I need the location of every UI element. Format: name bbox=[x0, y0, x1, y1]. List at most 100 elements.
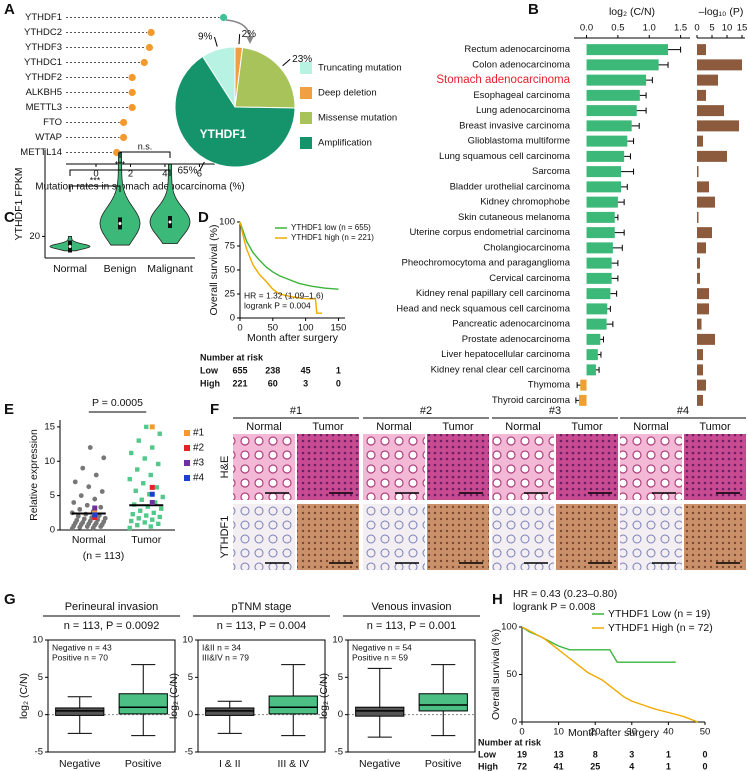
x-tick-label: 0.5 bbox=[611, 23, 624, 34]
y-tick-label: 100 bbox=[501, 622, 517, 633]
point bbox=[135, 522, 140, 528]
category-label: Thyroid carcinoma bbox=[492, 395, 571, 406]
x-axis-label: log₂ (C/N) bbox=[609, 6, 655, 18]
tissue-image bbox=[556, 434, 618, 500]
point bbox=[130, 511, 135, 517]
highlight-point bbox=[149, 424, 155, 430]
x-tick-label: 50 bbox=[268, 323, 279, 334]
x-tick-label: 30 bbox=[627, 727, 638, 738]
bar bbox=[697, 166, 699, 178]
annotation: Negative n = 54 bbox=[352, 642, 412, 652]
point bbox=[98, 504, 104, 510]
gene-label: WTAP bbox=[35, 132, 62, 143]
dot bbox=[119, 118, 128, 127]
point bbox=[156, 521, 161, 527]
x-tick-label: Normal bbox=[72, 534, 106, 546]
gene-label: FTO bbox=[43, 117, 62, 128]
bar bbox=[697, 105, 724, 117]
bar bbox=[586, 318, 607, 330]
category-label: Colon adenocarcinoma bbox=[472, 59, 570, 70]
y-tick-label: 0 bbox=[38, 709, 43, 720]
risk-value: 1 bbox=[666, 761, 671, 771]
point bbox=[99, 489, 105, 494]
annotation: Positive n = 70 bbox=[52, 652, 108, 662]
point bbox=[75, 513, 81, 519]
bar bbox=[580, 379, 587, 391]
point bbox=[151, 510, 156, 516]
highlight-point bbox=[149, 500, 155, 505]
gene-label: YTHDC2 bbox=[24, 27, 62, 38]
category-label: Glioblastoma multiforme bbox=[468, 136, 570, 147]
legend-label: Missense mutation bbox=[318, 113, 397, 124]
x-axis-label: –log₁₀ (P) bbox=[699, 6, 744, 18]
significance: *** bbox=[115, 159, 126, 169]
bar bbox=[697, 364, 703, 376]
y-tick-label: 0 bbox=[230, 313, 235, 324]
category-label: Pancreatic adenocarcinoma bbox=[452, 319, 570, 330]
point bbox=[148, 524, 153, 529]
point bbox=[133, 488, 138, 494]
bar bbox=[697, 196, 715, 208]
bar bbox=[697, 379, 706, 391]
legend-swatch bbox=[300, 137, 312, 149]
point bbox=[141, 481, 146, 486]
legend-swatch bbox=[184, 460, 190, 466]
x-tick-label: III & IV bbox=[277, 758, 309, 770]
column-label: Tumor bbox=[312, 421, 344, 433]
y-tick-label: 5 bbox=[338, 672, 343, 683]
dot bbox=[128, 73, 136, 82]
x-tick-label: 15 bbox=[737, 23, 748, 34]
bar bbox=[586, 105, 637, 117]
point bbox=[136, 516, 141, 521]
point bbox=[147, 492, 152, 497]
risk-value: 221 bbox=[232, 378, 247, 388]
bracket bbox=[69, 169, 171, 176]
legend-swatch bbox=[300, 112, 312, 124]
x-tick-label: Negative bbox=[359, 758, 401, 770]
category-label: Bladder urothelial carcinoma bbox=[450, 181, 571, 192]
leader bbox=[199, 161, 205, 172]
case-label: #1 bbox=[290, 405, 302, 417]
legend-label: YTHDF1 low (n = 655) bbox=[291, 223, 371, 232]
legend-label: #2 bbox=[193, 443, 205, 454]
leader bbox=[238, 34, 241, 45]
point bbox=[86, 484, 92, 490]
legend-label: #4 bbox=[193, 473, 205, 484]
y-tick-label: 5 bbox=[38, 672, 43, 683]
panel-subtitle: n = 113, P = 0.001 bbox=[367, 620, 457, 632]
panel-title: Venous invasion bbox=[371, 601, 451, 613]
bar bbox=[586, 272, 612, 284]
point bbox=[127, 476, 132, 482]
bar bbox=[586, 333, 601, 345]
survival-line bbox=[239, 221, 339, 290]
risk-value: 72 bbox=[517, 761, 527, 771]
gene-label: YTHDC1 bbox=[24, 57, 62, 68]
annotation: HR = 1.32 (1.09–1.6) bbox=[244, 290, 324, 300]
bar bbox=[586, 44, 669, 56]
row-label: YTHDF1 bbox=[219, 516, 231, 559]
annotation: Negative n = 43 bbox=[52, 642, 112, 652]
tissue-image bbox=[363, 504, 425, 570]
x-axis-label: Mutation rates in stomach adenocarcinoma… bbox=[35, 182, 245, 193]
gene-label: METTL14 bbox=[20, 147, 62, 158]
point bbox=[92, 496, 98, 502]
legend-swatch bbox=[184, 475, 190, 481]
point bbox=[93, 472, 99, 478]
risk-value: 13 bbox=[554, 749, 564, 759]
tissue-image bbox=[492, 434, 554, 500]
median-dot bbox=[168, 220, 172, 224]
y-axis-label: log₂ (C/N) bbox=[18, 673, 30, 719]
annotation: III&IV n = 79 bbox=[202, 652, 249, 662]
panel-letter: A bbox=[4, 1, 15, 18]
tissue-image bbox=[297, 504, 359, 570]
dot bbox=[140, 58, 148, 67]
column-label: Tumor bbox=[699, 421, 731, 433]
risk-value: 60 bbox=[268, 378, 278, 388]
risk-value: 25 bbox=[590, 761, 600, 771]
gene-label: YTHDF3 bbox=[25, 42, 62, 53]
risk-row-name: High bbox=[478, 761, 498, 771]
bracket bbox=[119, 151, 171, 158]
y-axis-label: log₂ (C/N) bbox=[318, 673, 330, 719]
panel-title: pTNM stage bbox=[232, 601, 292, 613]
